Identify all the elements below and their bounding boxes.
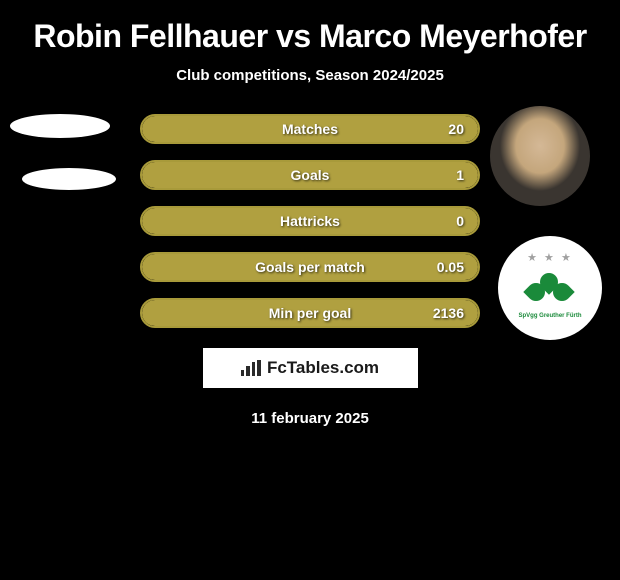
stat-label: Min per goal: [269, 305, 351, 321]
comparison-area: ★ ★ ★ SpVgg Greuther Fürth Matches 20 Go…: [0, 114, 620, 328]
club-left-avatar-placeholder: [22, 168, 116, 190]
page-title: Robin Fellhauer vs Marco Meyerhofer: [0, 18, 620, 55]
stat-value: 1: [456, 167, 464, 183]
club-logo: ★ ★ ★ SpVgg Greuther Fürth: [515, 253, 585, 323]
crest-stars-icon: ★ ★ ★: [515, 251, 585, 264]
player-face-placeholder: [490, 106, 590, 206]
stat-row-min-per-goal: Min per goal 2136: [140, 298, 480, 328]
stat-label: Matches: [282, 121, 338, 137]
stat-value: 0.05: [437, 259, 464, 275]
stat-row-hattricks: Hattricks 0: [140, 206, 480, 236]
comparison-infographic: Robin Fellhauer vs Marco Meyerhofer Club…: [0, 0, 620, 437]
clover-icon: [527, 273, 571, 313]
branding-badge[interactable]: FcTables.com: [203, 348, 418, 388]
date-text: 11 february 2025: [0, 410, 620, 427]
stat-row-matches: Matches 20: [140, 114, 480, 144]
stat-row-goals-per-match: Goals per match 0.05: [140, 252, 480, 282]
brand-text: FcTables.com: [267, 358, 379, 378]
club-right-crest: ★ ★ ★ SpVgg Greuther Fürth: [498, 236, 602, 340]
stat-bars: Matches 20 Goals 1 Hattricks 0 Goals per…: [140, 114, 480, 328]
stat-value: 2136: [433, 305, 464, 321]
stat-row-goals: Goals 1: [140, 160, 480, 190]
crest-text: SpVgg Greuther Fürth: [515, 313, 585, 319]
stat-label: Goals: [291, 167, 330, 183]
stat-value: 20: [448, 121, 464, 137]
player-left-avatar-placeholder: [10, 114, 110, 138]
bar-chart-icon: [241, 360, 261, 376]
stat-label: Goals per match: [255, 259, 365, 275]
stat-value: 0: [456, 213, 464, 229]
player-right-avatar: [490, 106, 590, 206]
stat-label: Hattricks: [280, 213, 340, 229]
subtitle: Club competitions, Season 2024/2025: [0, 67, 620, 84]
